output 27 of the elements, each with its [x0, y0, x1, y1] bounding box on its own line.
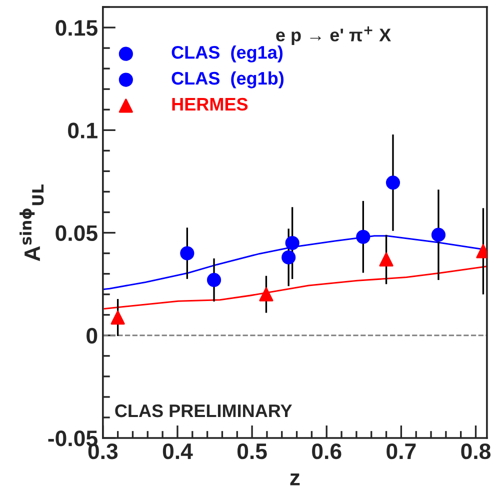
annotation: CLAS PRELIMINARY	[115, 404, 292, 418]
point	[206, 272, 222, 288]
x-tick-label: 0.7	[386, 443, 416, 460]
y-tick-label: 0.1	[68, 122, 98, 138]
y-axis-title: A$^{sinϕ}$$_{UL}$	[20, 184, 44, 262]
line-series	[104, 266, 487, 310]
point	[110, 310, 125, 325]
x-tick-label: 0.5	[237, 443, 267, 460]
y-tick-label: 0.15	[56, 20, 98, 36]
point	[379, 252, 394, 266]
x-tick-label: 0.8	[461, 443, 491, 460]
legend-label: HERMES	[172, 98, 248, 111]
y-tick-label: 0	[86, 328, 98, 344]
legend-label: CLAS (eg1a)	[172, 46, 283, 62]
point	[356, 230, 370, 244]
x-tick-label: 0.6	[312, 443, 342, 460]
y-tick-label: 0.05	[56, 225, 98, 242]
point	[180, 246, 194, 260]
x-tick-label: 0.4	[162, 443, 193, 460]
point	[431, 228, 446, 242]
point	[282, 250, 296, 264]
point	[386, 176, 400, 190]
text: e p → e' π$^{+}$ X	[276, 26, 391, 45]
legend-label: CLAS (eg1b)	[172, 71, 284, 88]
x-axis-title: z	[290, 473, 300, 486]
point	[259, 287, 274, 302]
point	[285, 236, 300, 250]
